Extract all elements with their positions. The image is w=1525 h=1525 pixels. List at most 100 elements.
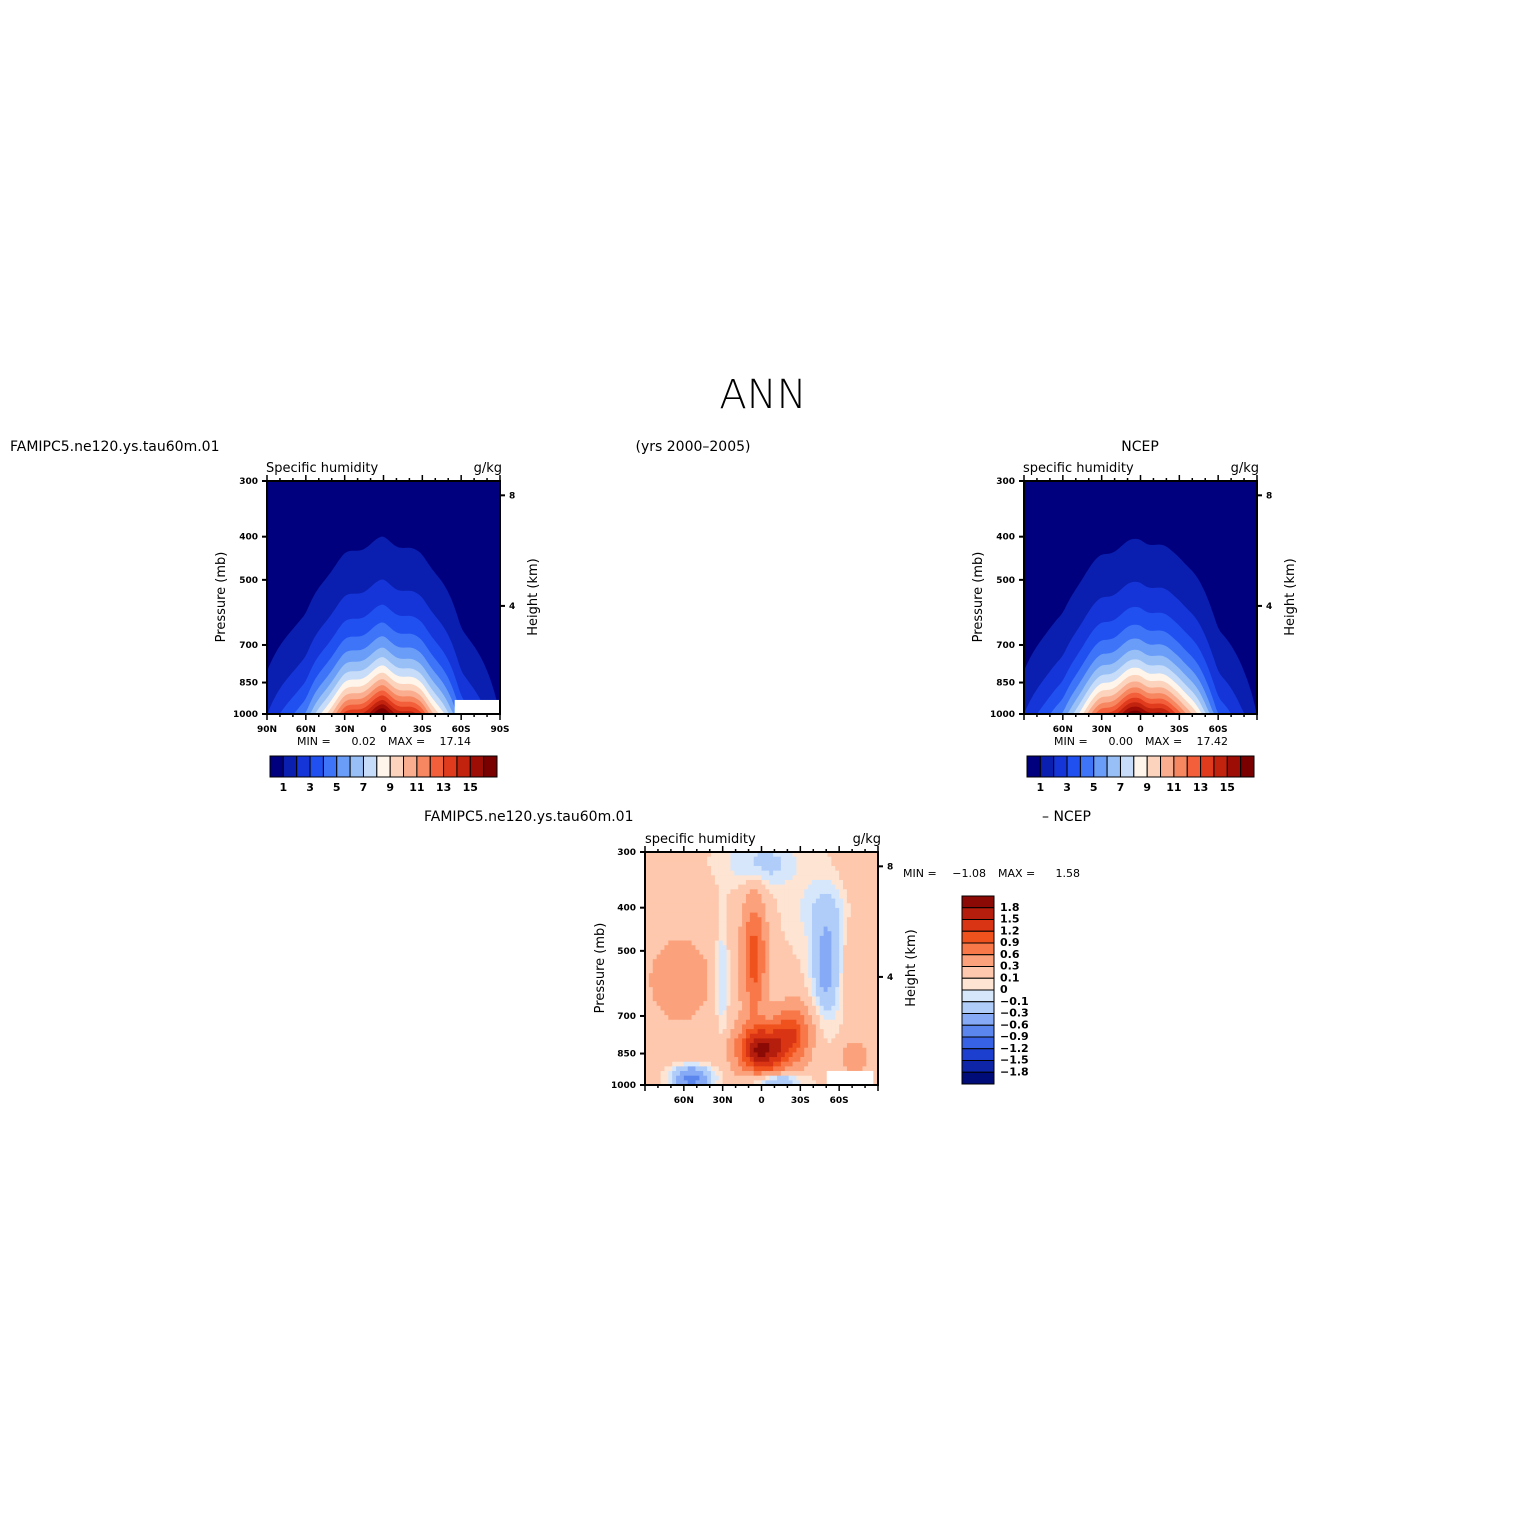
contour-cell (854, 893, 860, 900)
contour-cell (835, 1015, 840, 1021)
contour-cell (792, 907, 798, 914)
contour-cell (753, 1061, 759, 1067)
contour-cell (874, 1066, 878, 1072)
contour-cell (703, 917, 708, 923)
contour-cell (660, 1019, 666, 1026)
contour-cell (726, 884, 732, 890)
contour-cell (862, 954, 867, 960)
contour-cell (769, 954, 774, 960)
contour-cell (854, 973, 860, 979)
contour-cell (811, 945, 817, 951)
contour-cell (831, 987, 836, 993)
contour-cell (804, 1052, 809, 1058)
contour-cell (777, 968, 782, 974)
contour-cell (714, 1001, 720, 1007)
contour-cell (699, 898, 704, 904)
contour-cell (823, 1057, 829, 1063)
contour-cell (703, 856, 708, 862)
contour-cell (808, 879, 813, 886)
colorbar-label: 13 (1193, 781, 1208, 794)
contour-cell (796, 1043, 801, 1049)
contour-cell (691, 935, 697, 942)
colorbar-label: 15 (463, 781, 478, 794)
contour-cell (792, 912, 798, 918)
contour-cell (765, 1005, 770, 1012)
contour-cell (664, 875, 669, 881)
contour-cell (773, 973, 778, 979)
contour-cell (784, 1066, 790, 1072)
colorbar-label: 1.8 (1000, 901, 1020, 914)
contour-cell (843, 1015, 848, 1021)
contour-cell (773, 963, 778, 970)
contour-cell (718, 903, 724, 909)
contour-cell (765, 991, 770, 998)
contour-cell (645, 917, 650, 923)
contour-cell (757, 945, 763, 951)
contour-cell (668, 973, 673, 979)
contour-cell (718, 921, 724, 928)
contour-cell (823, 1038, 829, 1044)
contour-cell (660, 921, 666, 928)
contour-cell (800, 1001, 805, 1007)
contour-cell (761, 861, 766, 867)
contour-cell (780, 1066, 786, 1072)
contour-cell (796, 1001, 801, 1007)
contour-cell (811, 1015, 817, 1021)
contour-cell (773, 954, 778, 960)
contour-cell (676, 935, 681, 942)
colorbar-box (961, 966, 995, 979)
contour-cell (850, 949, 856, 956)
contour-cell (652, 921, 658, 928)
contour-cell (707, 1001, 712, 1007)
contour-cell (819, 1010, 825, 1016)
contour-cell (804, 1010, 809, 1016)
contour-cell (769, 1061, 774, 1067)
contour-cell (668, 1066, 673, 1072)
contour-cell (722, 1043, 728, 1049)
contour-cell (796, 1080, 801, 1085)
contour-cell (796, 1024, 801, 1030)
contour-cell (722, 949, 728, 956)
contour-cell (796, 1015, 801, 1021)
contour-cell (874, 875, 878, 881)
contour-cell (866, 865, 871, 872)
contour-cell (780, 1071, 786, 1077)
contour-cell (858, 959, 864, 965)
contour-cell (780, 856, 786, 862)
contour-cell (679, 912, 685, 918)
contour-cell (808, 865, 813, 872)
y-tick-label: 850 (239, 679, 258, 689)
contour-cell (660, 852, 666, 858)
contour-cell (648, 889, 654, 895)
contour-cell (714, 1038, 720, 1044)
contour-cell (808, 889, 813, 895)
contour-cell (703, 903, 708, 909)
contour-cell (648, 991, 654, 998)
contour-cell (765, 1052, 770, 1058)
contour-cell (652, 973, 658, 979)
contour-cell (808, 1061, 813, 1067)
colorbar-label: 0.6 (1000, 948, 1020, 961)
contour-cell (691, 987, 697, 993)
colorbar-box (1240, 755, 1255, 778)
contour-cell (757, 968, 763, 974)
contour-cell (827, 1019, 832, 1026)
contour-cell (792, 1080, 798, 1085)
contour-cell (808, 931, 813, 937)
contour-cell (679, 921, 685, 928)
contour-cell (679, 1015, 685, 1021)
contour-cell (722, 996, 728, 1002)
contour-cell (722, 1005, 728, 1012)
contour-cell (703, 940, 708, 946)
contour-cell (699, 1029, 704, 1035)
contour-cell (668, 1033, 673, 1039)
contour-cell (656, 1038, 662, 1044)
contour-cell (645, 982, 650, 988)
contour-cell (730, 1015, 735, 1021)
contour-cell (792, 1033, 798, 1039)
contour-cell (854, 959, 860, 965)
contour-cell (831, 1043, 836, 1049)
contour-cell (738, 865, 743, 872)
contour-cell (870, 1038, 875, 1044)
contour-cell (804, 959, 809, 965)
